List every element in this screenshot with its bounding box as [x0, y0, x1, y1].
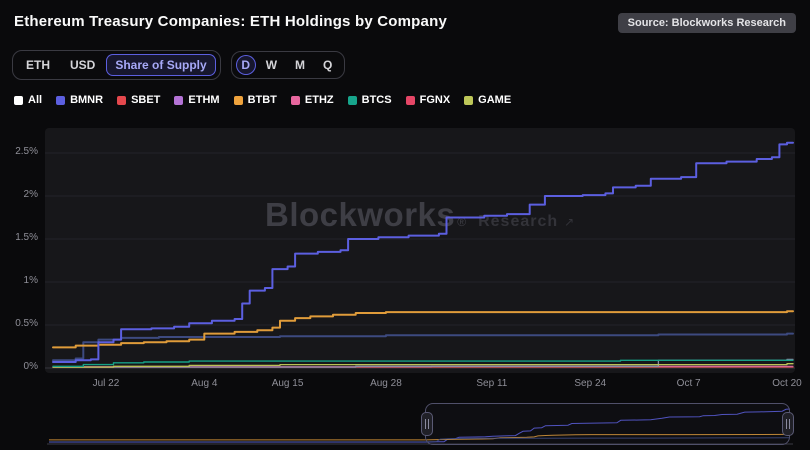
legend-label: BMNR — [70, 94, 104, 106]
range-brush[interactable] — [421, 403, 794, 445]
legend-label: FGNX — [419, 94, 451, 106]
series-line-game — [52, 363, 794, 368]
registered-icon: ® — [457, 215, 467, 229]
y-tick-label: 1% — [23, 275, 38, 286]
x-tick-label: Oct 7 — [676, 378, 701, 389]
legend-swatch-icon — [56, 95, 66, 105]
header: Ethereum Treasury Companies: ETH Holding… — [0, 0, 810, 33]
legend-item-btbt[interactable]: BTBT — [233, 94, 277, 106]
brush-handle-right[interactable] — [781, 412, 794, 436]
legend-label: BTCS — [361, 94, 392, 106]
watermark-suffix: Research — [478, 213, 559, 230]
legend-label: GAME — [478, 94, 512, 106]
page-title: Ethereum Treasury Companies: ETH Holding… — [14, 13, 447, 30]
period-tab-w[interactable]: W — [258, 56, 285, 74]
unit-tab-eth[interactable]: ETH — [17, 54, 59, 76]
legend-swatch-icon — [347, 95, 357, 105]
series-line-sbet — [52, 332, 794, 362]
line-chart[interactable] — [45, 128, 795, 373]
plot-panel: Blockworks ® Research ↗ — [45, 128, 795, 373]
legend-swatch-icon — [117, 95, 127, 105]
y-tick-label: 2% — [23, 189, 38, 200]
legend-label: BTBT — [247, 94, 277, 106]
arrow-icon: ↗ — [564, 215, 575, 229]
legend-label: SBET — [131, 94, 161, 106]
legend-swatch-icon — [233, 95, 243, 105]
legend-item-fgnx[interactable]: FGNX — [405, 94, 451, 106]
legend-label: All — [28, 94, 43, 106]
unit-tab-usd[interactable]: USD — [61, 54, 104, 76]
y-tick-label: 1.5% — [15, 232, 38, 243]
period-tab-d[interactable]: D — [235, 55, 256, 75]
y-tick-label: 0% — [23, 361, 38, 372]
legend: All BMNR SBET ETHM BTBT ETHZ BTCS FGNX GAME — [14, 94, 810, 106]
legend-item-sbet[interactable]: SBET — [117, 94, 160, 106]
source-badge: Source: Blockworks Research — [617, 13, 796, 33]
series-line-bmnr — [52, 141, 794, 363]
x-tick-label: Jul 22 — [92, 378, 120, 389]
watermark-brand: Blockworks — [265, 196, 456, 233]
series-line-btcs — [52, 359, 794, 367]
period-tab-m[interactable]: M — [287, 56, 313, 74]
legend-item-bmnr[interactable]: BMNR — [56, 94, 103, 106]
legend-item-ethz[interactable]: ETHZ — [290, 94, 334, 106]
legend-item-ethm[interactable]: ETHM — [174, 94, 220, 106]
unit-tab-share-of-supply[interactable]: Share of Supply — [106, 54, 216, 76]
x-tick-label: Oct 20 — [772, 378, 802, 389]
legend-item-all[interactable]: All — [14, 94, 42, 106]
series-line-btbt — [52, 310, 794, 349]
x-tick-label: Sep 24 — [574, 378, 607, 389]
legend-label: ETHZ — [304, 94, 334, 106]
legend-swatch-icon — [290, 95, 300, 105]
x-tick-label: Aug 28 — [370, 378, 402, 389]
legend-item-btcs[interactable]: BTCS — [347, 94, 392, 106]
unit-tab-group: ETH USD Share of Supply — [12, 50, 221, 80]
legend-swatch-icon — [405, 95, 415, 105]
y-tick-label: 2.5% — [15, 146, 38, 157]
legend-item-game[interactable]: GAME — [464, 94, 511, 106]
brush-handle-left[interactable] — [421, 412, 434, 436]
x-tick-label: Aug 15 — [271, 378, 304, 389]
watermark: Blockworks ® Research ↗ — [265, 196, 574, 234]
legend-swatch-icon — [174, 95, 184, 105]
legend-label: ETHM — [188, 94, 220, 106]
range-minimap[interactable] — [45, 403, 795, 447]
x-tick-label: Aug 4 — [191, 378, 218, 389]
period-tab-q[interactable]: Q — [315, 56, 340, 74]
legend-swatch-icon — [14, 95, 23, 105]
x-tick-label: Sep 11 — [476, 378, 508, 389]
y-tick-label: 0.5% — [15, 318, 38, 329]
legend-swatch-icon — [464, 95, 474, 105]
